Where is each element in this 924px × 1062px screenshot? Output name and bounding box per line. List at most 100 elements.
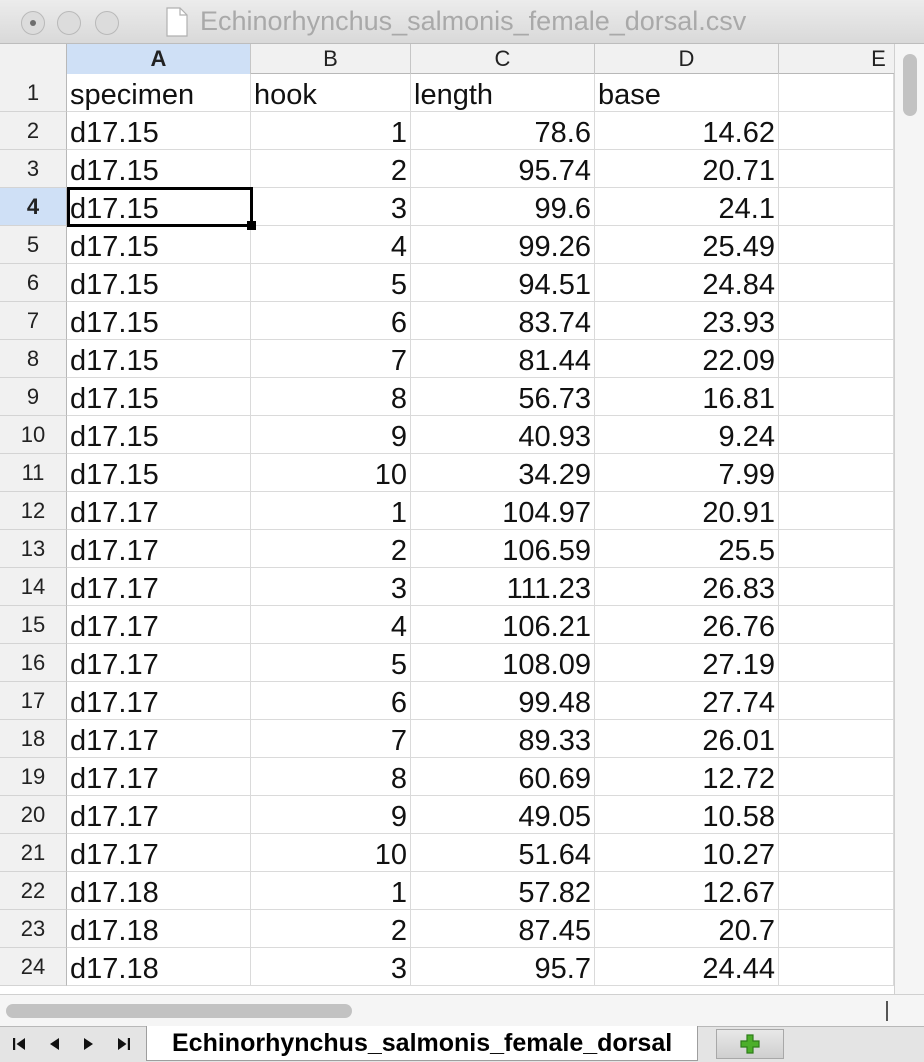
cell-a22[interactable]: d17.18 xyxy=(67,872,251,910)
cell-e23[interactable] xyxy=(779,910,894,948)
next-sheet-icon[interactable] xyxy=(72,1027,106,1061)
add-sheet-button[interactable] xyxy=(716,1029,784,1059)
cell-b14[interactable]: 3 xyxy=(251,568,411,606)
cell-e12[interactable] xyxy=(779,492,894,530)
fill-handle[interactable] xyxy=(247,221,256,230)
cell-b1[interactable]: hook xyxy=(251,74,411,112)
cell-c22[interactable]: 57.82 xyxy=(411,872,595,910)
cell-d24[interactable]: 24.44 xyxy=(595,948,779,986)
cell-e13[interactable] xyxy=(779,530,894,568)
sheet-tab-active[interactable]: Echinorhynchus_salmonis_female_dorsal xyxy=(146,1026,699,1061)
row-header-17[interactable]: 17 xyxy=(0,682,67,720)
cell-e14[interactable] xyxy=(779,568,894,606)
cell-e19[interactable] xyxy=(779,758,894,796)
cell-e4[interactable] xyxy=(779,188,894,226)
close-window-button[interactable] xyxy=(21,11,45,35)
cell-a17[interactable]: d17.17 xyxy=(67,682,251,720)
cell-c23[interactable]: 87.45 xyxy=(411,910,595,948)
cell-d1[interactable]: base xyxy=(595,74,779,112)
cell-d15[interactable]: 26.76 xyxy=(595,606,779,644)
cell-c17[interactable]: 99.48 xyxy=(411,682,595,720)
cell-c4[interactable]: 99.6 xyxy=(411,188,595,226)
cell-a10[interactable]: d17.15 xyxy=(67,416,251,454)
column-header-b[interactable]: B xyxy=(251,44,411,74)
cell-e11[interactable] xyxy=(779,454,894,492)
split-handle[interactable] xyxy=(886,1001,888,1021)
cell-c11[interactable]: 34.29 xyxy=(411,454,595,492)
row-header-23[interactable]: 23 xyxy=(0,910,67,948)
cell-c5[interactable]: 99.26 xyxy=(411,226,595,264)
cell-e17[interactable] xyxy=(779,682,894,720)
cell-b6[interactable]: 5 xyxy=(251,264,411,302)
row-header-16[interactable]: 16 xyxy=(0,644,67,682)
cell-b8[interactable]: 7 xyxy=(251,340,411,378)
cell-a8[interactable]: d17.15 xyxy=(67,340,251,378)
cell-d23[interactable]: 20.7 xyxy=(595,910,779,948)
cell-b2[interactable]: 1 xyxy=(251,112,411,150)
minimize-window-button[interactable] xyxy=(57,11,81,35)
cell-b24[interactable]: 3 xyxy=(251,948,411,986)
cell-b22[interactable]: 1 xyxy=(251,872,411,910)
row-header-14[interactable]: 14 xyxy=(0,568,67,606)
cell-c19[interactable]: 60.69 xyxy=(411,758,595,796)
cell-c9[interactable]: 56.73 xyxy=(411,378,595,416)
cell-b18[interactable]: 7 xyxy=(251,720,411,758)
cell-c3[interactable]: 95.74 xyxy=(411,150,595,188)
horizontal-scroll-thumb[interactable] xyxy=(6,1004,352,1018)
cell-d2[interactable]: 14.62 xyxy=(595,112,779,150)
vertical-scrollbar[interactable] xyxy=(894,44,924,994)
cell-b7[interactable]: 6 xyxy=(251,302,411,340)
cell-a3[interactable]: d17.15 xyxy=(67,150,251,188)
cell-c15[interactable]: 106.21 xyxy=(411,606,595,644)
cell-a2[interactable]: d17.15 xyxy=(67,112,251,150)
cell-a18[interactable]: d17.17 xyxy=(67,720,251,758)
cell-e22[interactable] xyxy=(779,872,894,910)
cell-a5[interactable]: d17.15 xyxy=(67,226,251,264)
cell-a7[interactable]: d17.15 xyxy=(67,302,251,340)
column-header-c[interactable]: C xyxy=(411,44,595,74)
cell-b11[interactable]: 10 xyxy=(251,454,411,492)
row-header-15[interactable]: 15 xyxy=(0,606,67,644)
column-header-d[interactable]: D xyxy=(595,44,779,74)
row-header-8[interactable]: 8 xyxy=(0,340,67,378)
select-all-corner[interactable] xyxy=(0,44,67,74)
cell-a1[interactable]: specimen xyxy=(67,74,251,112)
cell-d22[interactable]: 12.67 xyxy=(595,872,779,910)
cell-b12[interactable]: 1 xyxy=(251,492,411,530)
row-header-9[interactable]: 9 xyxy=(0,378,67,416)
cell-a11[interactable]: d17.15 xyxy=(67,454,251,492)
cell-e2[interactable] xyxy=(779,112,894,150)
cell-c7[interactable]: 83.74 xyxy=(411,302,595,340)
first-sheet-icon[interactable] xyxy=(2,1027,36,1061)
cell-b4[interactable]: 3 xyxy=(251,188,411,226)
cell-a21[interactable]: d17.17 xyxy=(67,834,251,872)
cell-d12[interactable]: 20.91 xyxy=(595,492,779,530)
cell-c12[interactable]: 104.97 xyxy=(411,492,595,530)
cell-a15[interactable]: d17.17 xyxy=(67,606,251,644)
cell-a6[interactable]: d17.15 xyxy=(67,264,251,302)
cell-a14[interactable]: d17.17 xyxy=(67,568,251,606)
row-header-12[interactable]: 12 xyxy=(0,492,67,530)
cell-d10[interactable]: 9.24 xyxy=(595,416,779,454)
cell-d16[interactable]: 27.19 xyxy=(595,644,779,682)
cell-c24[interactable]: 95.7 xyxy=(411,948,595,986)
cell-c16[interactable]: 108.09 xyxy=(411,644,595,682)
column-header-a[interactable]: A xyxy=(67,44,251,74)
cell-b16[interactable]: 5 xyxy=(251,644,411,682)
row-header-3[interactable]: 3 xyxy=(0,150,67,188)
cell-e3[interactable] xyxy=(779,150,894,188)
cell-d4[interactable]: 24.1 xyxy=(595,188,779,226)
cell-e7[interactable] xyxy=(779,302,894,340)
row-header-19[interactable]: 19 xyxy=(0,758,67,796)
row-header-11[interactable]: 11 xyxy=(0,454,67,492)
cell-e5[interactable] xyxy=(779,226,894,264)
row-header-5[interactable]: 5 xyxy=(0,226,67,264)
cell-b21[interactable]: 10 xyxy=(251,834,411,872)
cell-a24[interactable]: d17.18 xyxy=(67,948,251,986)
cell-d13[interactable]: 25.5 xyxy=(595,530,779,568)
cell-e9[interactable] xyxy=(779,378,894,416)
cell-b20[interactable]: 9 xyxy=(251,796,411,834)
row-header-1[interactable]: 1 xyxy=(0,74,67,112)
cell-a20[interactable]: d17.17 xyxy=(67,796,251,834)
cell-b13[interactable]: 2 xyxy=(251,530,411,568)
